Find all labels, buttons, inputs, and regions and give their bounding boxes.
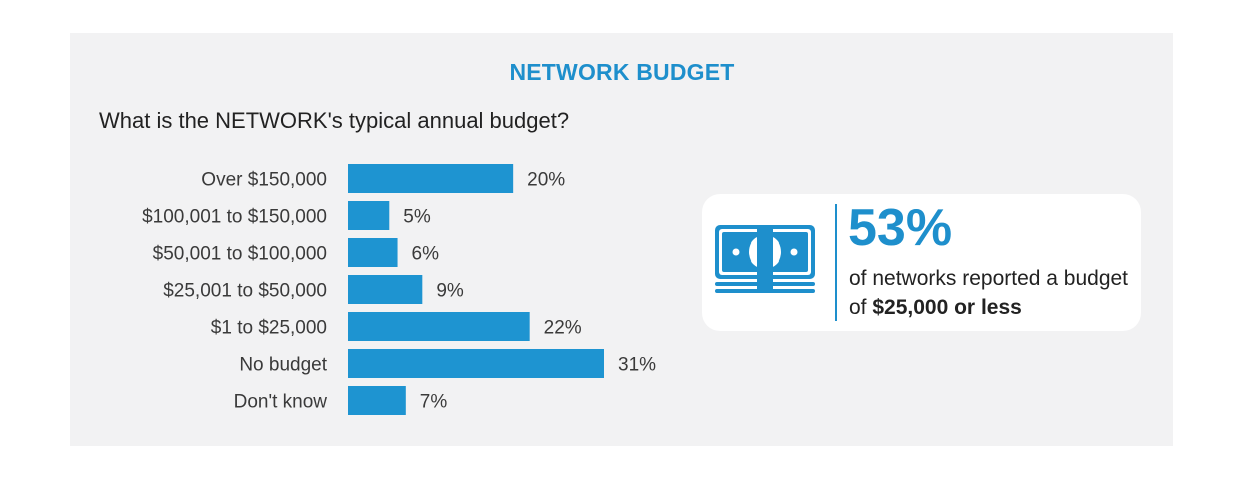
callout-card: 53% of networks reported a budget of $25… xyxy=(702,194,1141,331)
callout-text: of networks reported a budget of $25,000… xyxy=(849,264,1139,322)
category-label: No budget xyxy=(239,355,327,376)
bar xyxy=(348,312,530,341)
value-label: 6% xyxy=(412,244,440,265)
value-label: 9% xyxy=(436,281,464,302)
bar-chart: Over $150,000 20% $100,001 to $150,000 5% $5… xyxy=(142,164,656,415)
bar xyxy=(348,275,423,304)
category-label: $25,001 to $50,000 xyxy=(163,281,327,302)
value-label: 31% xyxy=(618,355,656,376)
bars-group: Over $150,000 20% $100,001 to $150,000 5% $5… xyxy=(142,164,656,415)
value-label: 5% xyxy=(403,207,431,228)
bar xyxy=(348,349,604,378)
money-icon xyxy=(715,225,815,293)
chart-question: What is the NETWORK's typical annual bud… xyxy=(99,108,570,133)
callout-divider xyxy=(835,204,837,321)
bar xyxy=(348,201,390,230)
bar xyxy=(348,386,406,415)
value-label: 7% xyxy=(420,392,448,413)
category-label: Don't know xyxy=(234,392,328,413)
bar xyxy=(348,238,398,267)
category-label: $1 to $25,000 xyxy=(211,318,327,339)
callout-text-prefix: of networks reported a budget of xyxy=(849,267,1129,319)
category-label: $100,001 to $150,000 xyxy=(142,207,327,228)
callout-percent: 53% xyxy=(848,199,953,257)
category-label: $50,001 to $100,000 xyxy=(153,244,327,265)
chart-title: NETWORK BUDGET xyxy=(509,59,735,85)
value-label: 22% xyxy=(544,318,582,339)
category-label: Over $150,000 xyxy=(201,170,327,191)
callout-text-bold: $25,000 or less xyxy=(872,296,1022,319)
value-label: 20% xyxy=(527,170,565,191)
bar xyxy=(348,164,514,193)
